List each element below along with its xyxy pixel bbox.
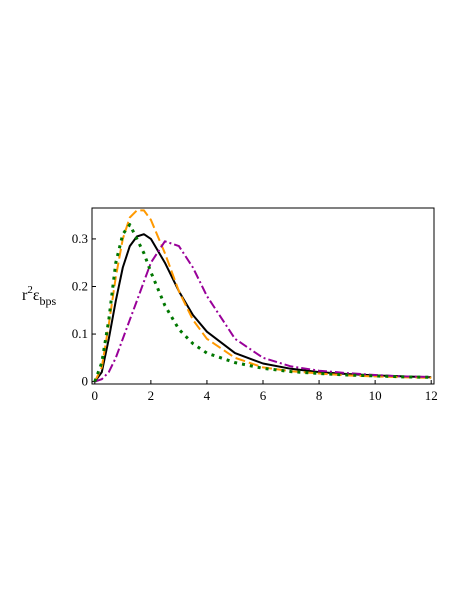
- x-tick-label: 4: [204, 388, 211, 403]
- series-line: [93, 223, 432, 383]
- y-label-base: r: [22, 287, 28, 304]
- y-tick-label: 0: [82, 374, 89, 389]
- series-line: [94, 240, 432, 383]
- x-tick-label: 0: [92, 388, 99, 403]
- y-label-sup: 2: [27, 284, 33, 296]
- y-tick-label: 0.2: [72, 278, 88, 293]
- x-tick-label: 12: [425, 388, 438, 403]
- y-label-sub: bps: [40, 294, 57, 308]
- x-tick-label: 10: [369, 388, 382, 403]
- series-line: [93, 233, 432, 383]
- y-axis-label: r2εbps: [22, 284, 57, 308]
- y-label-symbol: ε: [33, 287, 40, 304]
- x-tick-label: 8: [316, 388, 323, 403]
- y-tick-label: 0.1: [72, 326, 88, 341]
- y-tick-label: 0.3: [72, 231, 88, 246]
- x-tick-label: 2: [148, 388, 155, 403]
- x-tick-label: 6: [260, 388, 267, 403]
